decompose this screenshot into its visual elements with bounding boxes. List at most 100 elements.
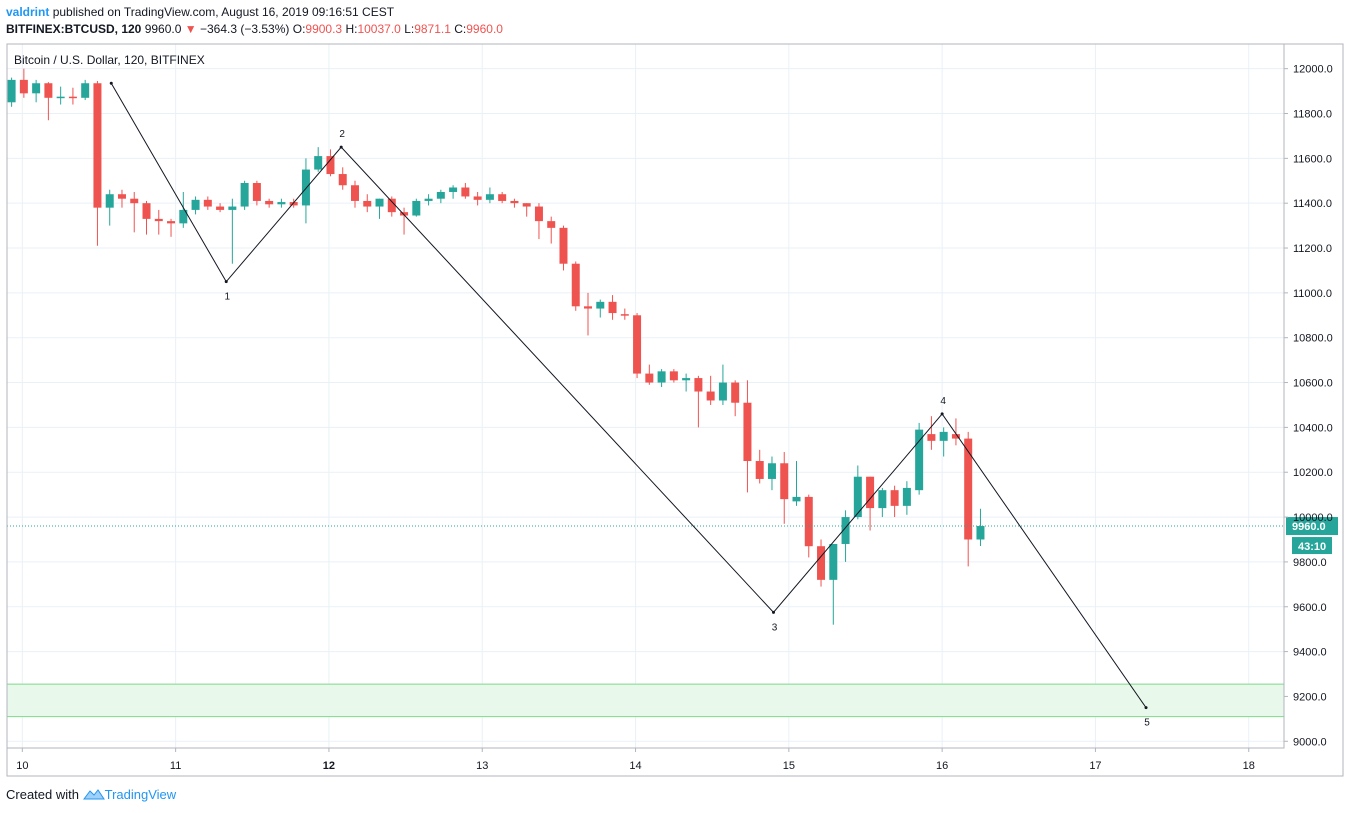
wave-point [940,412,944,416]
symbol-ohlc-line: BITFINEX:BTCUSD, 120 9960.0 ▼ −364.3 (−3… [6,21,503,38]
candle [927,416,936,450]
candle [547,216,556,244]
low-label: L: [404,22,415,36]
candle [915,422,924,495]
candle-body [412,200,421,216]
candle-body [731,382,740,403]
countdown-box [1292,537,1332,555]
candle-body [951,434,960,439]
candle-body [93,83,102,208]
candle [473,191,482,206]
y-tick-label: 11600.0 [1293,153,1332,165]
close-value: 9960.0 [466,22,503,36]
candle [767,456,776,491]
candle [400,207,409,235]
candle-body [534,206,543,222]
candle-body [915,429,924,491]
candle [412,198,421,217]
down-arrow-icon: ▼ [184,22,197,36]
wave-label-1: 1 [224,292,230,303]
y-tick-label: 9600.0 [1293,602,1327,614]
candle [718,364,727,405]
candle-body [32,83,41,94]
candle [596,299,605,318]
candle [584,292,593,336]
candle-body [203,199,212,207]
candle [277,198,286,208]
candle-body [633,315,642,374]
x-tick-label: 15 [783,760,795,772]
footer: Created with TradingView [6,787,176,802]
x-tick-label: 13 [476,760,488,772]
candle [314,147,323,172]
published-text: published on TradingView.com, August 16,… [52,5,395,19]
plot-frame [6,43,1285,749]
candle [608,295,617,320]
candle [179,191,188,228]
candle-body [620,314,629,316]
x-tick-label: 11 [170,760,181,772]
elliott-wave-drawing[interactable]: 1 2 3 4 5 [109,81,1151,729]
candle [559,225,568,271]
candle-body [167,221,176,224]
high-value: 10037.0 [357,22,401,36]
axes-layer: 9000.09200.09400.09600.09800.010000.0102… [6,43,1344,777]
candle-body [363,200,372,207]
wave-label-3: 3 [772,622,778,633]
outer-frame [6,43,1344,777]
candle [142,200,151,235]
open-label: O: [292,22,306,36]
chart-title: Bitcoin / U.S. Dollar, 120, BITFINEX [14,53,205,67]
created-with-text: Created with [6,787,79,802]
tradingview-logo-icon [82,789,105,800]
candle-body [130,198,139,204]
open-value: 9900.3 [305,22,343,36]
y-tick-label: 11200.0 [1293,243,1332,255]
candle [265,198,274,208]
wave-point [339,145,343,149]
candle-body [154,218,163,222]
candle-body [179,209,188,224]
candle-body [559,227,568,264]
candle [32,79,41,103]
candle [841,510,850,562]
candle [19,68,28,98]
candle-body [657,371,666,383]
candle [56,86,65,105]
candle [731,380,740,417]
candle [657,369,666,388]
candle [130,191,139,233]
candle [216,203,225,213]
wave-point [109,81,113,85]
candle-body [350,185,359,201]
tradingview-brand-link[interactable]: TradingView [104,787,177,802]
candle [780,452,789,524]
candle [375,198,384,219]
support-zone-fill [7,684,1284,717]
candle-body [817,546,826,580]
candle-body [829,543,838,580]
candle-body [596,301,605,309]
candle-body [314,156,323,170]
candle [424,194,433,206]
x-tick-label: 17 [1089,760,1101,772]
wave-label-2: 2 [339,129,345,140]
candle-body [449,187,458,192]
candle-body [645,373,654,383]
candle-body [927,434,936,441]
candle [105,189,114,226]
low-value: 9871.1 [414,22,451,36]
wave-point [1144,706,1148,710]
candle [866,476,875,531]
countdown-label: 43:10 [1298,541,1326,553]
candle [461,183,470,199]
candle-body [669,371,678,381]
x-tick-label: 12 [323,760,335,772]
author-link[interactable]: valdrint [6,5,50,19]
candle [510,198,519,208]
candle-body [522,203,531,207]
y-tick-label: 11800.0 [1293,109,1332,121]
candle-body [252,183,261,201]
y-tick-label: 9200.0 [1293,691,1327,703]
